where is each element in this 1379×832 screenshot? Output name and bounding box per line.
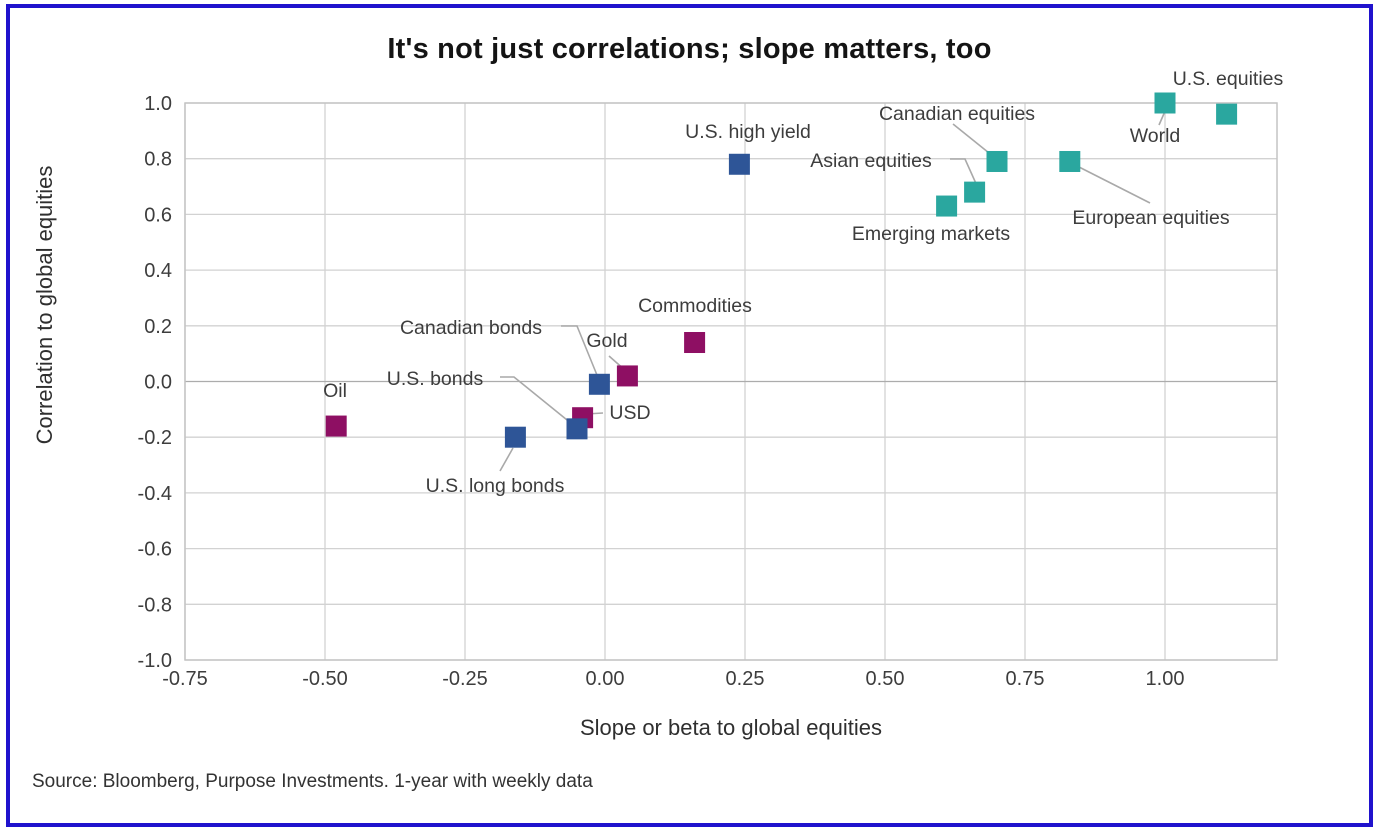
x-tick-label: -0.75 bbox=[162, 668, 208, 690]
y-tick-label: 1.0 bbox=[144, 93, 172, 115]
x-tick-label: 0.25 bbox=[726, 668, 765, 690]
data-point-us-equities bbox=[1216, 103, 1238, 125]
data-point-world bbox=[1154, 92, 1176, 114]
data-point-canadian-bonds bbox=[588, 373, 610, 395]
leader-line-canadian-bonds bbox=[561, 325, 600, 381]
y-tick-label: -0.8 bbox=[138, 594, 172, 616]
point-label-oil: Oil bbox=[323, 380, 347, 402]
point-label-us-equities: U.S. equities bbox=[1173, 68, 1284, 90]
data-point-canadian-equities bbox=[986, 150, 1008, 172]
data-point-european-equities bbox=[1059, 150, 1081, 172]
data-point-emerging-markets bbox=[936, 195, 958, 217]
point-label-us-high-yield: U.S. high yield bbox=[685, 121, 811, 143]
data-point-us-high-yield bbox=[728, 153, 750, 175]
point-label-european-equities: European equities bbox=[1072, 207, 1229, 229]
x-tick-label: 0.75 bbox=[1006, 668, 1045, 690]
chart-title: It's not just correlations; slope matter… bbox=[387, 33, 992, 65]
y-tick-label: 0.6 bbox=[144, 204, 172, 226]
data-point-oil bbox=[325, 415, 347, 437]
chart-border-frame bbox=[6, 4, 1373, 827]
y-tick-label: 0.4 bbox=[144, 260, 172, 282]
point-label-canadian-equities: Canadian equities bbox=[879, 103, 1035, 125]
point-label-canadian-bonds: Canadian bonds bbox=[400, 317, 542, 339]
y-tick-label: -0.4 bbox=[138, 483, 172, 505]
point-label-us-bonds: U.S. bonds bbox=[387, 368, 484, 390]
data-point-gold bbox=[616, 365, 638, 387]
y-tick-label: 0.8 bbox=[144, 149, 172, 171]
x-axis-title: Slope or beta to global equities bbox=[579, 715, 883, 740]
point-label-gold: Gold bbox=[586, 330, 627, 352]
x-tick-label: 1.00 bbox=[1146, 668, 1185, 690]
data-point-commodities bbox=[684, 332, 706, 354]
point-label-usd: USD bbox=[609, 402, 650, 424]
source-note: Source: Bloomberg, Purpose Investments. … bbox=[32, 771, 593, 792]
x-tick-label: 0.00 bbox=[586, 668, 625, 690]
point-label-us-long-bonds: U.S. long bonds bbox=[426, 475, 565, 497]
data-point-asian-equities bbox=[964, 181, 986, 203]
point-label-commodities: Commodities bbox=[638, 295, 752, 317]
plot-frame bbox=[184, 102, 1278, 661]
data-point-us-bonds bbox=[566, 418, 588, 440]
point-label-world: World bbox=[1130, 125, 1181, 147]
leader-line-us-bonds bbox=[500, 376, 573, 425]
point-label-emerging-markets: Emerging markets bbox=[852, 223, 1010, 245]
point-label-asian-equities: Asian equities bbox=[810, 150, 932, 172]
y-tick-label: -0.2 bbox=[138, 427, 172, 449]
x-tick-label: 0.50 bbox=[866, 668, 905, 690]
y-axis-title: Correlation to global equities bbox=[32, 165, 57, 445]
y-tick-label: -0.6 bbox=[138, 539, 172, 561]
y-tick-label: -1.0 bbox=[138, 650, 172, 672]
leader-line-european-equities bbox=[1078, 166, 1151, 204]
y-tick-label: 0.2 bbox=[144, 316, 172, 338]
y-tick-label: 0.0 bbox=[144, 372, 172, 394]
data-point-us-long-bonds bbox=[504, 426, 526, 448]
x-tick-label: -0.50 bbox=[302, 668, 348, 690]
x-tick-label: -0.25 bbox=[442, 668, 488, 690]
leader-line-asian-equities bbox=[950, 158, 979, 189]
leader-line-us-long-bonds bbox=[499, 447, 514, 472]
